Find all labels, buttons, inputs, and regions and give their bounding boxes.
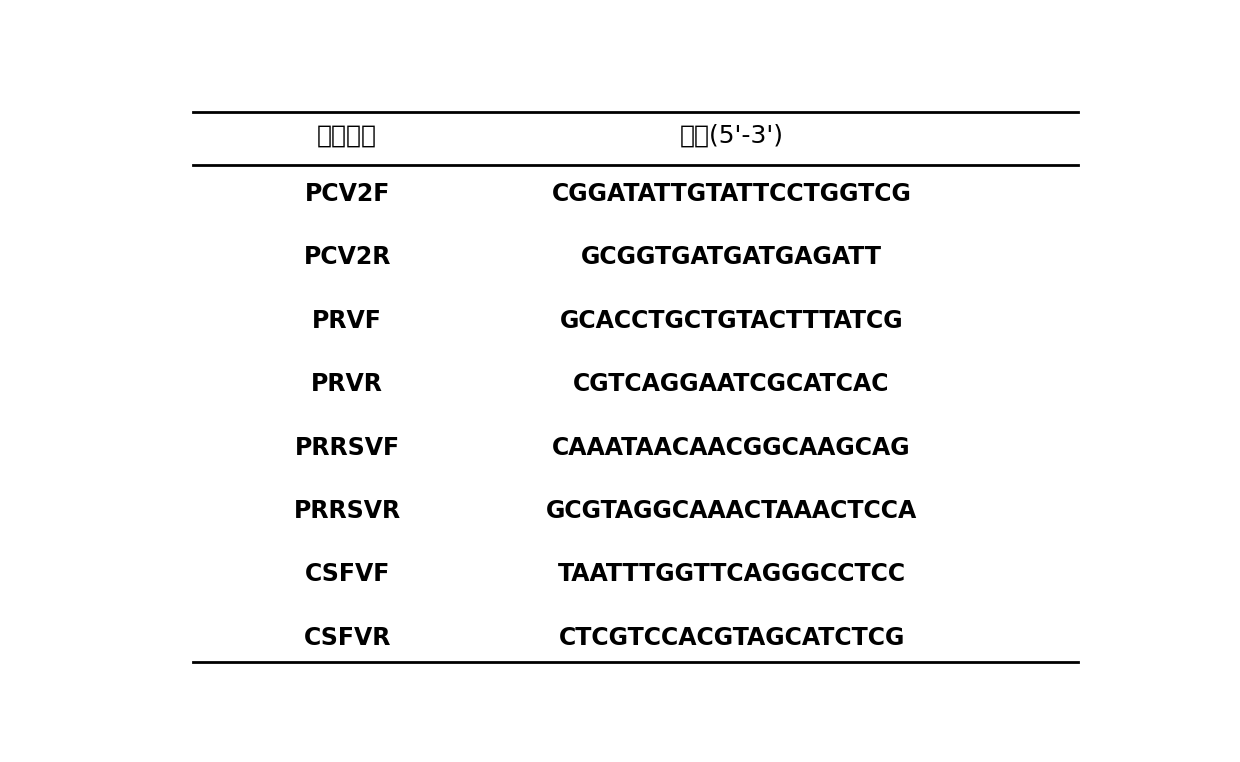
Text: PRVF: PRVF (312, 309, 382, 333)
Text: CGTCAGGAATCGCATCAC: CGTCAGGAATCGCATCAC (573, 372, 890, 396)
Text: 序列(5'-3'): 序列(5'-3') (680, 123, 784, 147)
Text: PRRSVF: PRRSVF (295, 436, 399, 459)
Text: GCGTAGGCAAACTAAACTCCA: GCGTAGGCAAACTAAACTCCA (546, 499, 918, 523)
Text: PCV2F: PCV2F (305, 182, 389, 206)
Text: CSFVR: CSFVR (304, 626, 391, 650)
Text: CGGATATTGTATTCCTGGTCG: CGGATATTGTATTCCTGGTCG (552, 182, 911, 206)
Text: GCACCTGCTGTACTTTATCG: GCACCTGCTGTACTTTATCG (559, 309, 904, 333)
Text: CAAATAACAACGGCAAGCAG: CAAATAACAACGGCAAGCAG (552, 436, 911, 459)
Text: 引物名称: 引物名称 (317, 123, 377, 147)
Text: CTCGTCCACGTAGCATCTCG: CTCGTCCACGTAGCATCTCG (558, 626, 905, 650)
Text: GCGGTGATGATGAGATT: GCGGTGATGATGAGATT (582, 245, 882, 270)
Text: PCV2R: PCV2R (304, 245, 391, 270)
Text: PRVR: PRVR (311, 372, 383, 396)
Text: CSFVF: CSFVF (305, 562, 389, 586)
Text: PRRSVR: PRRSVR (294, 499, 401, 523)
Text: TAATTTGGTTCAGGGCCTCC: TAATTTGGTTCAGGGCCTCC (558, 562, 905, 586)
